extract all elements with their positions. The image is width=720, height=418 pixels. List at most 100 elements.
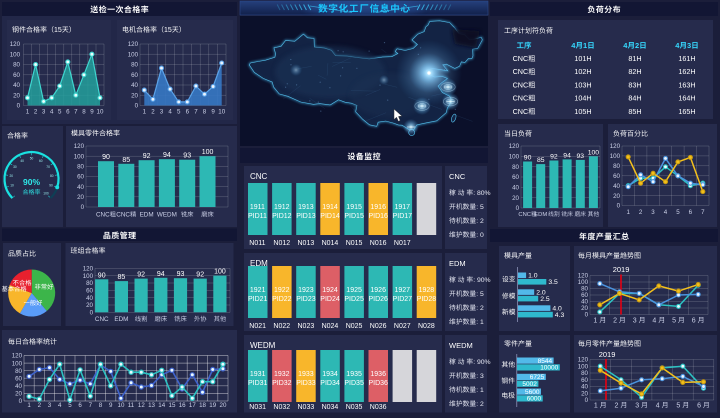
svg-text:60: 60	[77, 174, 84, 181]
svg-text:1934: 1934	[322, 371, 338, 378]
svg-text:PID13: PID13	[296, 213, 316, 220]
svg-text:1914: 1914	[322, 204, 338, 211]
svg-text:WEDM: WEDM	[157, 212, 177, 219]
svg-text:1932: 1932	[274, 371, 290, 378]
svg-text:: 90%: : 90%	[473, 277, 490, 284]
svg-text:20: 20	[15, 391, 22, 398]
svg-text:0: 0	[17, 103, 21, 110]
svg-text:PID35: PID35	[344, 380, 364, 387]
svg-text:CNC: CNC	[513, 54, 529, 63]
svg-text:20: 20	[86, 302, 93, 309]
svg-text:4: 4	[571, 41, 576, 50]
svg-text:2.5: 2.5	[540, 296, 550, 303]
svg-text:PID23: PID23	[296, 296, 316, 303]
svg-text:EDM: EDM	[114, 316, 128, 323]
svg-text:N011: N011	[249, 240, 265, 247]
svg-text:20: 20	[581, 390, 588, 397]
svg-text:1922: 1922	[274, 287, 290, 294]
svg-text:100: 100	[578, 279, 589, 286]
svg-text:20: 20	[13, 93, 20, 100]
svg-text:N022: N022	[273, 323, 290, 330]
svg-text:20: 20	[131, 93, 138, 100]
svg-text:CNC: CNC	[95, 316, 109, 323]
svg-text:83H: 83H	[628, 80, 641, 89]
svg-text:60: 60	[15, 375, 22, 382]
svg-text:120: 120	[509, 143, 520, 150]
svg-text:93: 93	[183, 153, 191, 160]
svg-text:PID26: PID26	[369, 296, 389, 303]
svg-text:70: 70	[46, 165, 50, 169]
svg-text:90: 90	[524, 155, 532, 162]
svg-text:90: 90	[49, 184, 53, 188]
svg-text:5: 5	[58, 109, 62, 116]
svg-text:8: 8	[82, 109, 86, 116]
svg-text:N036: N036	[370, 404, 387, 411]
svg-text:85: 85	[118, 274, 126, 281]
svg-text:9: 9	[90, 109, 94, 116]
svg-text:N028: N028	[418, 323, 435, 330]
svg-text:40: 40	[20, 159, 24, 163]
svg-text:9: 9	[109, 402, 113, 409]
svg-text:EDM: EDM	[534, 212, 547, 218]
svg-text:10: 10	[218, 109, 225, 116]
svg-text:163H: 163H	[678, 80, 695, 89]
svg-text:20: 20	[220, 402, 227, 409]
svg-text:N016: N016	[370, 240, 387, 247]
svg-text:6: 6	[78, 402, 82, 409]
svg-text:4: 4	[656, 403, 660, 410]
svg-text:90: 90	[102, 154, 110, 161]
svg-text:1925: 1925	[346, 287, 362, 294]
svg-text:1926: 1926	[370, 287, 386, 294]
svg-text:4: 4	[664, 209, 668, 216]
svg-text:CNC: CNC	[96, 212, 110, 219]
svg-text:N025: N025	[346, 323, 363, 330]
svg-text:10: 10	[118, 402, 125, 409]
svg-text:2: 2	[635, 41, 639, 50]
svg-text:0: 0	[617, 203, 621, 210]
svg-text:5002: 5002	[522, 381, 537, 388]
svg-text:1: 1	[627, 209, 631, 216]
svg-text:80: 80	[131, 62, 138, 69]
svg-text:162H: 162H	[678, 67, 695, 76]
svg-text:164H: 164H	[678, 94, 695, 103]
svg-text:94: 94	[157, 271, 165, 278]
svg-text:20: 20	[10, 174, 14, 178]
svg-text:60: 60	[13, 72, 20, 79]
svg-text:7: 7	[89, 402, 93, 409]
svg-text:: 1: : 1	[476, 319, 484, 326]
svg-text:120: 120	[10, 41, 21, 48]
svg-text:3.5: 3.5	[548, 279, 558, 286]
svg-text:N032: N032	[273, 404, 290, 411]
svg-text:100: 100	[74, 153, 85, 160]
svg-text:: 90%: : 90%	[473, 359, 490, 366]
svg-text:20: 20	[512, 195, 519, 202]
svg-text:1916: 1916	[370, 204, 386, 211]
svg-text:PID32: PID32	[272, 380, 292, 387]
svg-text:1: 1	[27, 402, 31, 409]
svg-text:PID14: PID14	[320, 213, 340, 220]
svg-text:100: 100	[43, 192, 49, 196]
svg-text:5600: 5600	[525, 389, 540, 396]
svg-text:1931: 1931	[250, 371, 266, 378]
svg-text:120: 120	[12, 353, 23, 360]
svg-text:2019: 2019	[599, 350, 616, 359]
svg-text:80: 80	[77, 164, 84, 171]
svg-text:: 5: : 5	[476, 204, 484, 211]
svg-text:N013: N013	[298, 240, 315, 247]
svg-text:CNC: CNC	[250, 172, 268, 181]
svg-text:CNC: CNC	[513, 80, 529, 89]
svg-text:15: 15	[169, 402, 176, 409]
svg-text:0: 0	[135, 103, 139, 110]
svg-text:N012: N012	[273, 240, 290, 247]
svg-text:: 3: : 3	[476, 373, 484, 380]
svg-text:2.0: 2.0	[536, 290, 546, 297]
svg-text:100: 100	[578, 363, 589, 370]
svg-text:40: 40	[77, 184, 84, 191]
svg-text:101H: 101H	[574, 54, 591, 63]
svg-text:80: 80	[86, 280, 93, 287]
svg-text:3: 3	[687, 41, 691, 50]
svg-text:PID25: PID25	[344, 296, 364, 303]
svg-text:PID21: PID21	[248, 296, 268, 303]
svg-text:93: 93	[177, 271, 185, 278]
svg-text:8: 8	[203, 109, 207, 116]
